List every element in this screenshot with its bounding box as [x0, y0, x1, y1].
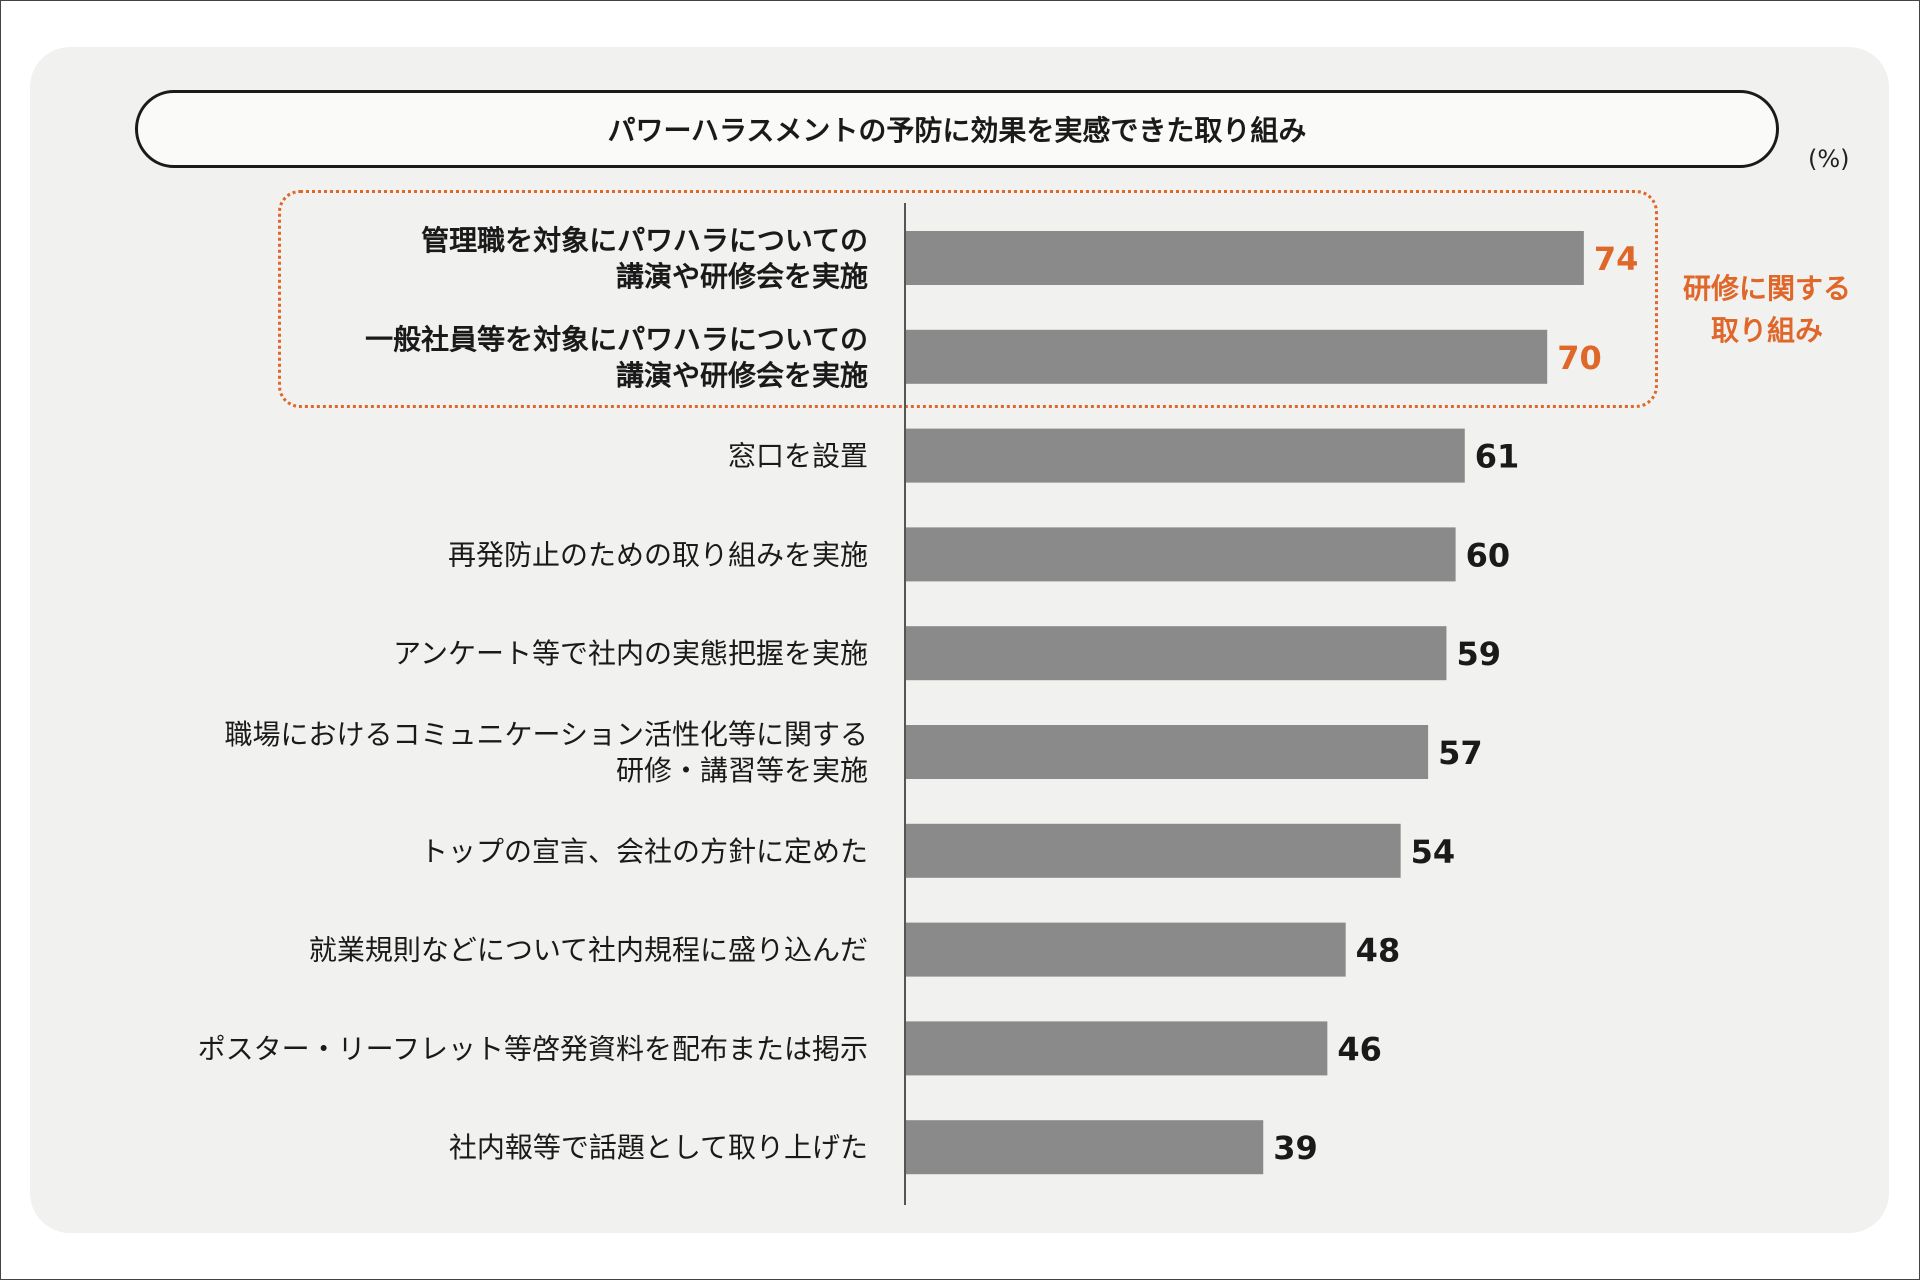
value-label-5: 57 — [1438, 734, 1483, 772]
training-highlight-box — [278, 190, 1658, 408]
category-label-2-0: 窓口を設置 — [728, 440, 868, 473]
value-label-0: 74 — [1594, 240, 1639, 278]
category-label-1-0: 一般社員等を対象にパワハラについての — [365, 323, 868, 356]
category-label-5-0: 職場におけるコミュニケーション活性化等に関する — [225, 718, 868, 751]
value-label-2: 61 — [1475, 438, 1520, 476]
category-label-3-0: 再発防止のための取り組みを実施 — [448, 538, 868, 571]
category-label-1-1: 講演や研修会を実施 — [616, 359, 868, 392]
value-label-6: 54 — [1411, 833, 1456, 871]
value-label-1: 70 — [1557, 339, 1602, 377]
bar-3 — [906, 527, 1456, 582]
category-label-9-0: 社内報等で話題として取り上げた — [449, 1131, 868, 1164]
category-label-8-0: ポスター・リーフレット等啓発資料を配布または掲示 — [198, 1032, 868, 1065]
bar-7 — [906, 922, 1346, 977]
bar-9 — [906, 1120, 1264, 1175]
value-label-9: 39 — [1273, 1129, 1318, 1167]
value-label-8: 46 — [1337, 1030, 1382, 1068]
bar-5 — [906, 725, 1429, 779]
category-label-0-0: 管理職を対象にパワハラについての — [421, 224, 868, 257]
bar-1 — [906, 329, 1548, 384]
bar-4 — [906, 626, 1447, 681]
value-label-3: 60 — [1466, 536, 1511, 574]
value-label-4: 59 — [1456, 635, 1501, 673]
bar-2 — [906, 428, 1465, 483]
bar-0 — [906, 231, 1584, 285]
category-label-6-0: トップの宣言、会社の方針に定めた — [420, 835, 868, 868]
value-label-7: 48 — [1356, 932, 1401, 970]
bar-8 — [906, 1021, 1328, 1076]
unit-label: (%) — [1808, 145, 1850, 173]
bar-6 — [906, 823, 1401, 878]
category-label-4-0: アンケート等で社内の実態把握を実施 — [393, 637, 868, 670]
training-group-label: 研修に関する 取り組み — [1682, 272, 1851, 347]
category-label-5-1: 研修・講習等を実施 — [616, 754, 868, 787]
category-label-7-0: 就業規則などについて社内規程に盛り込んだ — [309, 934, 868, 967]
chart-title: パワーハラスメントの予防に効果を実感できた取り組み — [135, 90, 1779, 168]
category-label-0-1: 講演や研修会を実施 — [616, 260, 868, 293]
